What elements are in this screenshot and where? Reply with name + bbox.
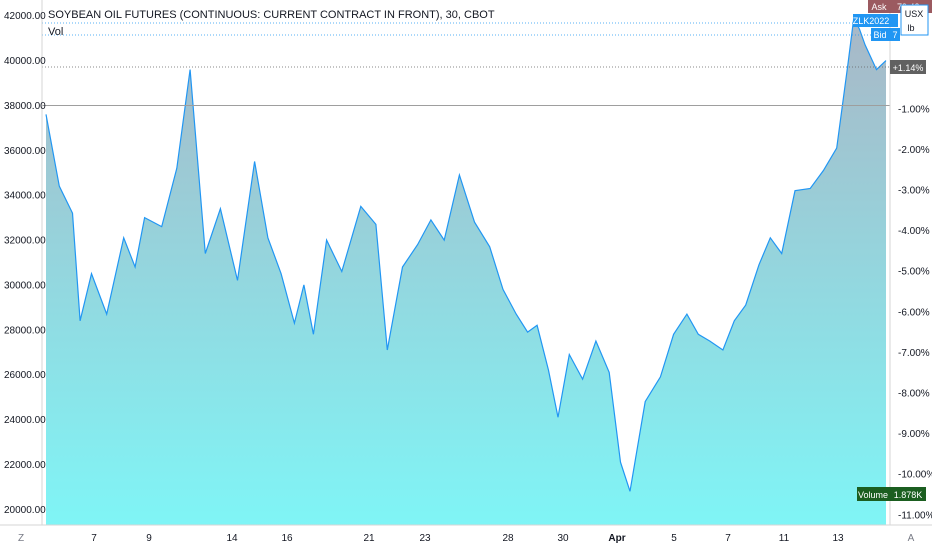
time-tick-label: 13 bbox=[832, 533, 844, 544]
percent-tick-label: -10.00% bbox=[898, 470, 932, 481]
percent-change-value: +1.14% bbox=[893, 63, 924, 73]
time-tick-label: 28 bbox=[502, 533, 514, 544]
percent-tick-label: -3.00% bbox=[898, 186, 930, 197]
bid-badge-value: 7 bbox=[892, 30, 897, 40]
percent-tick-label: -9.00% bbox=[898, 429, 930, 440]
time-tick-label: 7 bbox=[725, 533, 731, 544]
time-tick-label: 5 bbox=[671, 533, 677, 544]
percent-tick-label: -11.00% bbox=[898, 510, 932, 521]
price-tick-label: 30000.00 bbox=[4, 280, 46, 291]
time-tick-label: 9 bbox=[146, 533, 152, 544]
price-tick-label: 22000.00 bbox=[4, 460, 46, 471]
price-tick-label: 34000.00 bbox=[4, 191, 46, 202]
time-tick-label: 14 bbox=[226, 533, 238, 544]
time-tick-label: 7 bbox=[91, 533, 97, 544]
percent-tick-label: -4.00% bbox=[898, 226, 930, 237]
currency-label: USX bbox=[905, 9, 924, 19]
time-tick-label: 30 bbox=[557, 533, 569, 544]
time-tick-label: 21 bbox=[363, 533, 375, 544]
percent-tick-label: -2.00% bbox=[898, 145, 930, 156]
percent-tick-label: -1.00% bbox=[898, 104, 930, 115]
axis-mode-left-button[interactable]: Z bbox=[18, 533, 24, 544]
time-axis[interactable]: 7 9 14 16 21 23 28 30 Apr 5 7 11 13 bbox=[91, 533, 844, 544]
price-tick-label: 24000.00 bbox=[4, 415, 46, 426]
symbol-label: ZLK2022 bbox=[853, 16, 890, 26]
percent-tick-label: -5.00% bbox=[898, 267, 930, 278]
volume-label: Vol bbox=[48, 26, 63, 38]
percent-tick-label: -8.00% bbox=[898, 389, 930, 400]
currency-unit-box[interactable]: USX lb bbox=[900, 4, 929, 36]
auto-scale-button[interactable]: A bbox=[908, 533, 915, 544]
bid-badge-label: Bid bbox=[873, 30, 886, 40]
ask-badge-label: Ask bbox=[871, 2, 887, 12]
time-tick-label: Apr bbox=[608, 533, 625, 544]
price-area-fill bbox=[46, 17, 886, 526]
symbol-badge: ZLK2022 bbox=[853, 14, 898, 27]
price-tick-label: 26000.00 bbox=[4, 370, 46, 381]
price-axis[interactable]: 42000.00 40000.00 38000.00 36000.00 34000.00… bbox=[4, 11, 46, 516]
price-tick-label: 32000.00 bbox=[4, 236, 46, 247]
unit-label: lb bbox=[907, 23, 914, 33]
percent-tick-label: -6.00% bbox=[898, 307, 930, 318]
price-tick-label: 40000.00 bbox=[4, 56, 46, 67]
volume-badge: Volume 1.878K bbox=[857, 487, 926, 501]
volume-badge-label: Volume bbox=[858, 490, 888, 500]
price-tick-label: 20000.00 bbox=[4, 505, 46, 516]
percent-change-badge: +1.14% bbox=[890, 60, 926, 74]
price-tick-label: 38000.00 bbox=[4, 101, 46, 112]
chart-title: SOYBEAN OIL FUTURES (CONTINUOUS: CURRENT… bbox=[48, 9, 495, 21]
time-tick-label: 16 bbox=[281, 533, 293, 544]
price-line bbox=[45, 15, 887, 492]
price-tick-label: 36000.00 bbox=[4, 146, 46, 157]
volume-badge-value: 1.878K bbox=[894, 490, 923, 500]
percent-tick-label: -7.00% bbox=[898, 348, 930, 359]
price-tick-label: 28000.00 bbox=[4, 325, 46, 336]
time-tick-label: 11 bbox=[779, 533, 790, 544]
time-tick-label: 23 bbox=[419, 533, 431, 544]
bid-badge: Bid 7 bbox=[871, 28, 900, 41]
price-tick-label: 42000.00 bbox=[4, 11, 46, 22]
